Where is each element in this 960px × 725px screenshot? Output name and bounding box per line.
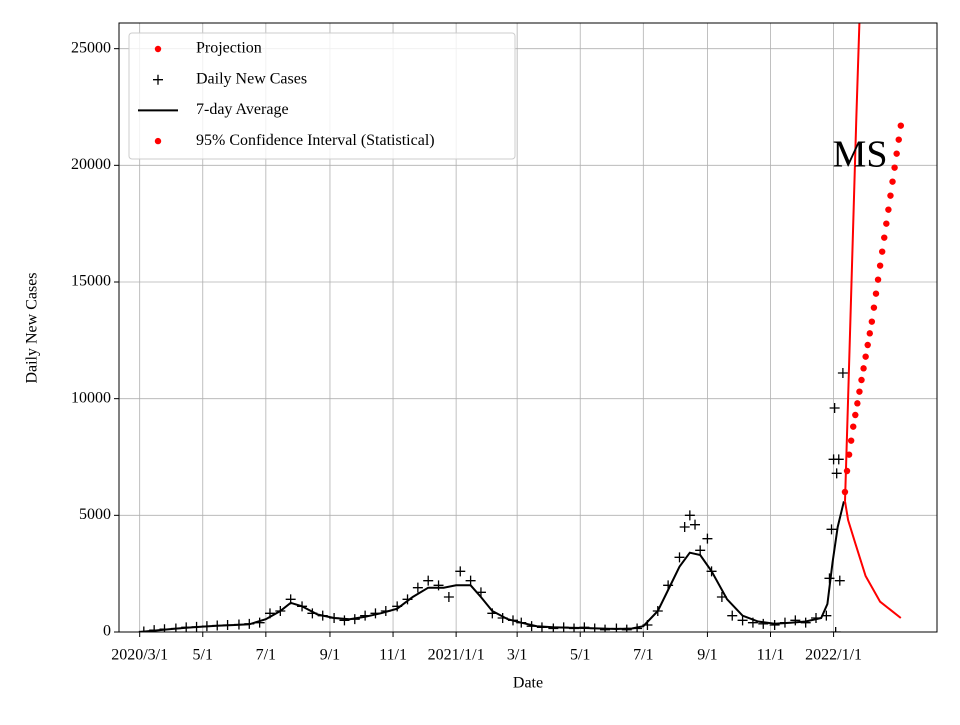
projection-point bbox=[881, 234, 888, 241]
average-line bbox=[139, 501, 845, 632]
legend-box bbox=[128, 32, 516, 160]
legend-label: 95% Confidence Interval (Statistical) bbox=[196, 132, 435, 149]
case-marker bbox=[443, 592, 454, 602]
case-marker bbox=[737, 615, 748, 626]
case-marker bbox=[727, 610, 738, 621]
legend-label: 7-day Average bbox=[196, 101, 289, 118]
x-tick-label: 11/1 bbox=[757, 647, 785, 664]
projection-point bbox=[889, 178, 896, 185]
x-tick-label: 5/1 bbox=[570, 647, 590, 664]
projection-point bbox=[854, 400, 861, 407]
projection-point bbox=[883, 220, 890, 227]
y-tick-label: 15000 bbox=[71, 273, 111, 290]
case-marker bbox=[339, 615, 350, 626]
x-tick-label: 5/1 bbox=[193, 647, 213, 664]
case-marker bbox=[684, 510, 695, 521]
plot-area bbox=[138, 23, 905, 632]
y-tick-label: 5000 bbox=[79, 506, 111, 523]
projection-point bbox=[845, 451, 853, 458]
projection-point bbox=[878, 248, 886, 255]
projection-point bbox=[860, 365, 867, 372]
legend: Projection Daily New Cases 7-day Average 95… bbox=[128, 32, 516, 160]
projection-point bbox=[866, 330, 873, 337]
case-marker bbox=[465, 575, 476, 586]
case-marker bbox=[690, 519, 701, 530]
case-marker bbox=[829, 403, 840, 413]
ci-upper-line bbox=[844, 23, 861, 502]
x-tick-label: 11/1 bbox=[379, 647, 407, 664]
case-marker bbox=[826, 524, 837, 535]
projection-point bbox=[874, 276, 882, 283]
case-marker bbox=[837, 368, 848, 378]
plot-frame bbox=[118, 22, 938, 633]
case-marker bbox=[790, 615, 801, 626]
case-marker bbox=[758, 618, 769, 629]
projection-point bbox=[852, 411, 859, 419]
x-tick-label: 7/1 bbox=[633, 647, 653, 664]
projection-point bbox=[862, 353, 869, 360]
case-marker bbox=[695, 545, 706, 556]
projection-point bbox=[850, 423, 857, 430]
y-tick-label: 0 bbox=[103, 623, 111, 640]
case-marker bbox=[455, 566, 466, 577]
projection-point bbox=[841, 488, 849, 496]
case-marker bbox=[769, 620, 780, 630]
case-marker bbox=[833, 454, 844, 465]
projection-point bbox=[885, 206, 892, 213]
y-tick-label: 25000 bbox=[71, 39, 111, 56]
projection-point bbox=[872, 290, 880, 297]
projection-point bbox=[858, 376, 865, 384]
y-tick-label: 10000 bbox=[71, 389, 111, 406]
projection-point bbox=[868, 318, 876, 325]
projection-point bbox=[843, 467, 851, 475]
x-tick-label: 2020/3/1 bbox=[111, 647, 168, 664]
projection-point bbox=[893, 150, 900, 157]
legend-marker bbox=[153, 74, 163, 85]
legend-marker bbox=[154, 45, 162, 53]
y-tick-label: 20000 bbox=[71, 156, 111, 173]
ci-lower-line bbox=[844, 501, 902, 619]
legend-label: Projection bbox=[196, 40, 262, 57]
case-marker bbox=[834, 575, 845, 586]
x-tick-label: 9/1 bbox=[697, 647, 717, 664]
x-axis-label: Date bbox=[513, 675, 543, 692]
x-tick-label: 2021/1/1 bbox=[428, 647, 485, 664]
case-marker bbox=[412, 582, 423, 593]
x-tick-label: 2022/1/1 bbox=[805, 647, 862, 664]
legend-label: Daily New Cases bbox=[196, 70, 307, 87]
x-tick-label: 3/1 bbox=[507, 647, 527, 664]
projection-point bbox=[897, 122, 905, 129]
projection-point bbox=[856, 388, 863, 395]
projection-point bbox=[870, 304, 878, 311]
case-marker bbox=[702, 533, 713, 544]
case-marker bbox=[679, 522, 690, 532]
legend-marker bbox=[154, 137, 162, 145]
x-tick-label: 9/1 bbox=[320, 647, 340, 664]
case-marker bbox=[830, 627, 841, 632]
x-tick-label: 7/1 bbox=[256, 647, 276, 664]
case-marker bbox=[674, 552, 685, 563]
projection-point bbox=[891, 164, 898, 171]
projection-point bbox=[887, 192, 894, 199]
projection-point bbox=[876, 262, 884, 269]
case-marker bbox=[831, 468, 842, 479]
case-marker bbox=[423, 575, 434, 586]
projection-point bbox=[864, 341, 871, 349]
projection-point bbox=[895, 136, 902, 143]
annotation: MS bbox=[833, 134, 888, 176]
projection-point bbox=[847, 437, 855, 444]
y-axis-label: Daily New Cases bbox=[24, 272, 41, 383]
